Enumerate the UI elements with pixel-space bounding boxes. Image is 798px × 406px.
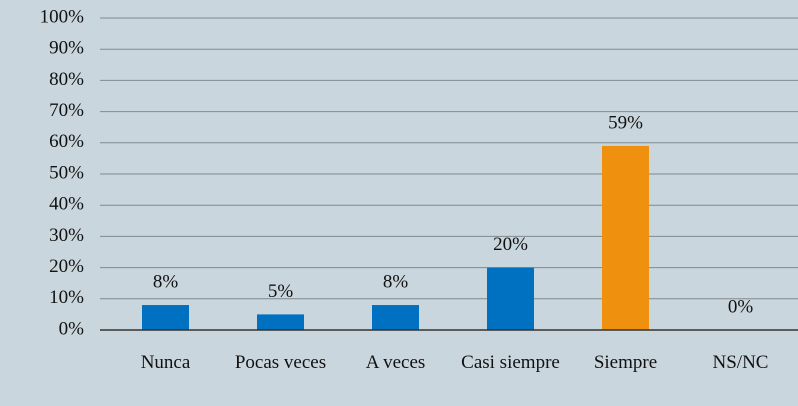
data-label: 5% — [268, 281, 294, 302]
y-tick-label: 50% — [49, 162, 84, 183]
y-tick-label: 10% — [49, 287, 84, 308]
data-label: 8% — [153, 271, 179, 292]
x-tick-label: Siempre — [593, 352, 658, 373]
data-label: 20% — [493, 234, 528, 255]
y-tick-label: 90% — [49, 38, 84, 59]
x-tick-label: NS/NC — [712, 352, 769, 373]
y-tick-label: 40% — [49, 194, 84, 215]
x-tick-label: Pocas veces — [234, 352, 327, 373]
data-label: 8% — [383, 271, 409, 292]
x-tick-label: A veces — [365, 352, 426, 373]
bar — [602, 145, 649, 330]
y-tick-label: 80% — [49, 69, 84, 90]
bar — [257, 314, 304, 330]
bar — [142, 305, 189, 330]
y-tick-label: 60% — [49, 131, 84, 152]
y-tick-label: 0% — [59, 318, 85, 339]
data-label: 0% — [728, 296, 754, 317]
y-tick-label: 100% — [40, 6, 85, 27]
y-tick-label: 20% — [49, 256, 84, 277]
x-tick-label: Nunca — [140, 352, 191, 373]
y-tick-label: 30% — [49, 225, 84, 246]
data-label: 59% — [608, 112, 643, 133]
bar — [487, 267, 534, 330]
bar — [372, 305, 419, 330]
y-tick-label: 70% — [49, 100, 84, 121]
x-tick-label: Casi siempre — [461, 352, 560, 373]
